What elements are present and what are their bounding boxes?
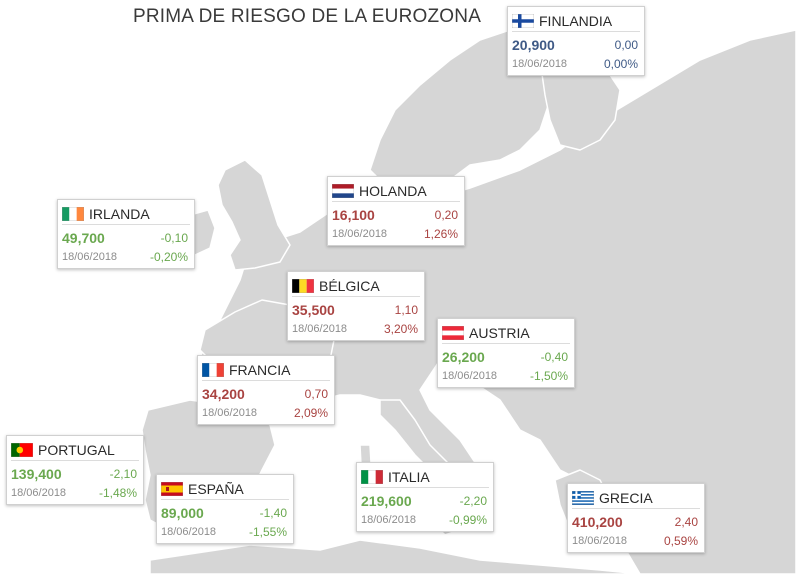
country-name: IRLANDA [89,206,150,222]
card-header: GRECIA [572,488,700,509]
change-value: -1,40 [259,506,287,520]
change-percent: 0,00% [603,57,638,71]
date-label: 18/06/2018 [512,58,568,70]
change-value: -0,10 [160,231,188,245]
country-card-francia[interactable]: FRANCIA 34,200 0,70 18/06/2018 2,09% [197,355,335,425]
date-label: 18/06/2018 [202,407,258,419]
country-name: FRANCIA [229,362,291,378]
flag-ie-icon [62,207,84,221]
country-card-belgica[interactable]: BÉLGICA 35,500 1,10 18/06/2018 3,20% [287,271,425,341]
card-header: ESPAÑA [161,479,289,500]
risk-premium-value: 34,200 [202,386,245,402]
date-label: 18/06/2018 [442,370,498,382]
change-value: -2,10 [109,467,137,481]
risk-premium-value: 139,400 [11,466,62,482]
risk-premium-value: 219,600 [361,493,412,509]
country-card-holanda[interactable]: HOLANDA 16,100 0,20 18/06/2018 1,26% [327,176,465,246]
risk-premium-value: 16,100 [332,207,375,223]
change-percent: 3,20% [383,322,418,336]
risk-premium-value: 49,700 [62,230,105,246]
flag-es-icon [161,482,183,496]
change-value: -2,20 [459,494,487,508]
risk-premium-value: 410,200 [572,514,623,530]
country-card-italia[interactable]: ITALIA 219,600 -2,20 18/06/2018 -0,99% [356,462,494,532]
country-name: FINLANDIA [539,13,613,29]
country-name: GRECIA [599,490,653,506]
flag-be-icon [292,279,314,293]
map-title: PRIMA DE RIESGO DE LA EUROZONA [133,6,482,27]
date-label: 18/06/2018 [11,487,67,499]
country-name: ITALIA [388,469,430,485]
change-percent: -1,50% [529,369,568,383]
date-label: 18/06/2018 [292,323,348,335]
country-card-austria[interactable]: AUSTRIA 26,200 -0,40 18/06/2018 -1,50% [437,318,575,388]
change-value: -0,40 [540,350,568,364]
country-name: BÉLGICA [319,278,380,294]
date-label: 18/06/2018 [361,514,417,526]
change-percent: -1,48% [98,486,137,500]
card-header: IRLANDA [62,204,190,225]
risk-premium-value: 89,000 [161,505,204,521]
card-header: FINLANDIA [512,11,640,32]
card-header: BÉLGICA [292,276,420,297]
country-name: AUSTRIA [469,325,530,341]
change-percent: -0,99% [448,513,487,527]
risk-premium-value: 35,500 [292,302,335,318]
country-card-irlanda[interactable]: IRLANDA 49,700 -0,10 18/06/2018 -0,20% [57,199,195,269]
change-percent: -1,55% [248,525,287,539]
flag-nl-icon [332,184,354,198]
change-percent: 1,26% [423,227,458,241]
card-header: ITALIA [361,467,489,488]
change-percent: -0,20% [149,250,188,264]
country-name: PORTUGAL [38,442,115,458]
flag-gr-icon [572,491,594,505]
card-header: HOLANDA [332,181,460,202]
country-name: ESPAÑA [188,481,244,497]
change-percent: 2,09% [293,406,328,420]
flag-it-icon [361,470,383,484]
date-label: 18/06/2018 [332,228,388,240]
flag-pt-icon [11,443,33,457]
change-percent: 0,59% [663,534,698,548]
country-card-portugal[interactable]: PORTUGAL 139,400 -2,10 18/06/2018 -1,48% [6,435,144,505]
change-value: 2,40 [674,515,698,529]
country-card-grecia[interactable]: GRECIA 410,200 2,40 18/06/2018 0,59% [567,483,705,553]
britain-landmass [217,159,291,271]
card-header: AUSTRIA [442,323,570,344]
risk-premium-value: 26,200 [442,349,485,365]
change-value: 1,10 [394,303,418,317]
country-name: HOLANDA [359,183,427,199]
country-card-espana[interactable]: ESPAÑA 89,000 -1,40 18/06/2018 -1,55% [156,474,294,544]
change-value: 0,20 [434,208,458,222]
africa-landmass [149,539,641,574]
change-value: 0,70 [304,387,328,401]
risk-premium-value: 20,900 [512,37,555,53]
flag-fi-icon [512,14,534,28]
country-card-finlandia[interactable]: FINLANDIA 20,900 0,00 18/06/2018 0,00% [507,6,645,76]
date-label: 18/06/2018 [572,535,628,547]
card-header: FRANCIA [202,360,330,381]
flag-fr-icon [202,363,224,377]
card-header: PORTUGAL [11,440,139,461]
change-value: 0,00 [614,38,638,52]
flag-at-icon [442,326,464,340]
date-label: 18/06/2018 [62,251,118,263]
date-label: 18/06/2018 [161,526,217,538]
